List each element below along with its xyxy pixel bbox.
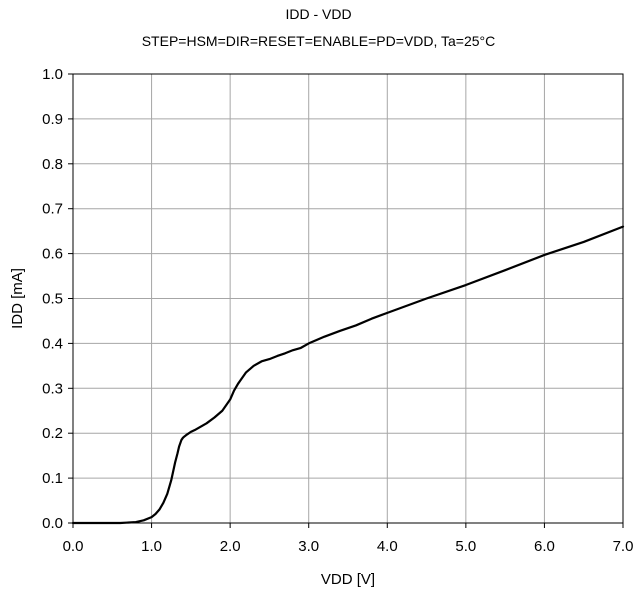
chart-subtitle: STEP=HSM=DIR=RESET=ENABLE=PD=VDD, Ta=25°… bbox=[141, 33, 496, 49]
axis-ticks: 0.0 1.0 2.0 3.0 4.0 5.0 6.0 7.0 0.0 0.1 0.2 0.3 0.4 0… bbox=[42, 66, 633, 555]
x-tick-label: 5.0 bbox=[455, 538, 476, 555]
y-tick-label: 0.6 bbox=[42, 246, 63, 263]
y-axis-label: IDD [mA] bbox=[9, 268, 26, 329]
x-tick-label: 4.0 bbox=[377, 538, 398, 555]
x-axis-label: VDD [V] bbox=[321, 571, 375, 588]
series-group bbox=[71, 225, 625, 525]
y-tick-label: 0.2 bbox=[42, 425, 63, 442]
y-tick-label: 0.0 bbox=[42, 515, 63, 532]
y-tick-label: 0.9 bbox=[42, 111, 63, 128]
y-tick-label: 0.8 bbox=[42, 156, 63, 173]
x-tick-label: 2.0 bbox=[220, 538, 241, 555]
y-tick-label: 0.7 bbox=[42, 201, 63, 218]
x-tick-label: 3.0 bbox=[298, 538, 319, 555]
y-tick-label: 0.3 bbox=[42, 380, 63, 397]
series-line bbox=[71, 225, 625, 525]
x-tick-label: 6.0 bbox=[534, 538, 555, 555]
y-tick-label: 0.4 bbox=[42, 335, 63, 352]
chart-title: IDD - VDD bbox=[285, 6, 352, 22]
x-tick-label: 7.0 bbox=[613, 538, 634, 555]
y-tick-label: 1.0 bbox=[42, 66, 63, 83]
y-tick-label: 0.1 bbox=[42, 470, 63, 487]
x-tick-label: 1.0 bbox=[141, 538, 162, 555]
y-tick-label: 0.5 bbox=[42, 291, 63, 308]
x-tick-label: 0.0 bbox=[63, 538, 84, 555]
grid-lines bbox=[73, 74, 623, 523]
